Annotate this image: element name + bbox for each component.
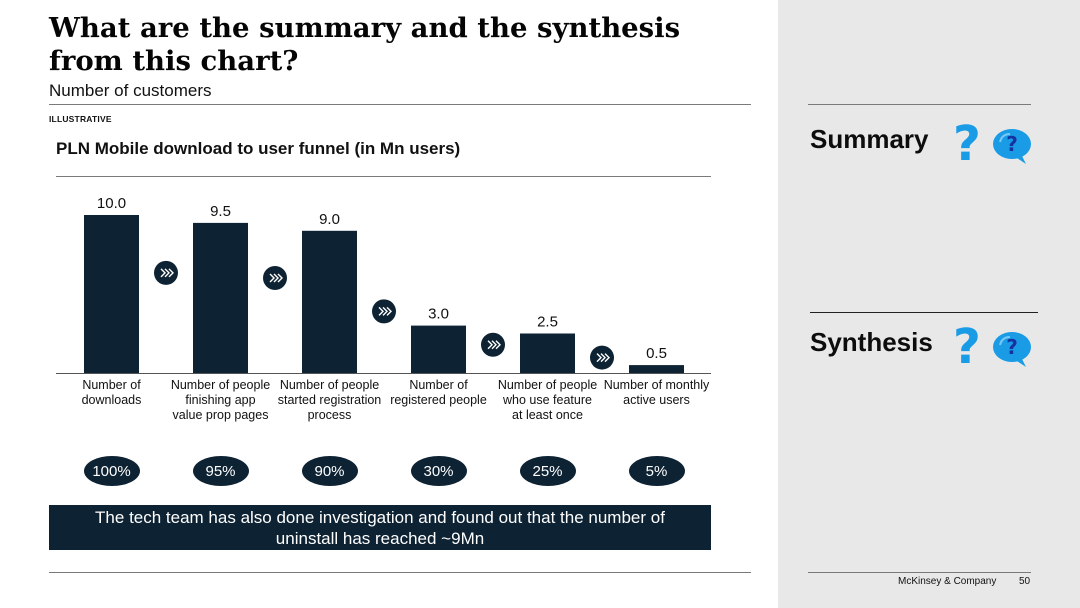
funnel-bar bbox=[84, 215, 139, 373]
funnel-bar bbox=[411, 325, 466, 373]
footer-brand: McKinsey & Company bbox=[898, 576, 997, 587]
category-label: Number of people started registration proc… bbox=[278, 378, 382, 422]
chevron-arrow-icon bbox=[590, 345, 614, 370]
question-mark-icon: ? bbox=[953, 116, 981, 172]
percentage-badge: 95% bbox=[192, 456, 249, 486]
category-label: Number of people finishing app value prop … bbox=[171, 378, 270, 422]
bar-value-label: 2.5 bbox=[537, 314, 558, 331]
svg-text:?: ? bbox=[1006, 132, 1018, 156]
chart-title: PLN Mobile download to user funnel (in M… bbox=[56, 139, 461, 158]
summary-divider bbox=[808, 104, 1031, 105]
synthesis-divider bbox=[810, 312, 1038, 313]
category-label: Number of downloads bbox=[82, 378, 142, 407]
category-label: Number of people who use feature at least … bbox=[498, 378, 597, 422]
percentage-badge: 100% bbox=[83, 456, 140, 486]
summary-label: Summary bbox=[810, 124, 929, 154]
funnel-bar bbox=[193, 222, 248, 373]
insight-note: The tech team has also done investigatio… bbox=[49, 505, 711, 550]
chevron-arrow-icon bbox=[263, 266, 287, 291]
percentage-badge: 90% bbox=[301, 456, 358, 486]
page-number: 50 bbox=[1019, 576, 1031, 587]
bottom-divider bbox=[49, 572, 751, 573]
chevron-arrow-icon bbox=[372, 299, 396, 324]
synthesis-label: Synthesis bbox=[810, 327, 933, 357]
percentage-badge: 5% bbox=[628, 456, 685, 486]
funnel-bar bbox=[629, 365, 684, 373]
bar-value-label: 9.0 bbox=[319, 211, 340, 228]
question-bubble-icon: ? bbox=[993, 332, 1031, 367]
percentage-badge: 25% bbox=[519, 456, 576, 486]
category-label: Number of registered people bbox=[390, 378, 487, 407]
illustrative-tag: ILLUSTRATIVE bbox=[49, 114, 112, 124]
bar-value-label: 9.5 bbox=[210, 203, 231, 220]
bar-value-label: 3.0 bbox=[428, 306, 449, 323]
right-panel bbox=[778, 0, 1080, 608]
chevron-arrow-icon bbox=[154, 260, 178, 285]
percentage-badge: 30% bbox=[410, 456, 467, 486]
footer-divider bbox=[808, 572, 1031, 573]
slide-subtitle: Number of customers bbox=[49, 81, 212, 100]
svg-text:?: ? bbox=[1006, 335, 1018, 359]
funnel-bar bbox=[520, 333, 575, 373]
bar-value-label: 0.5 bbox=[646, 345, 667, 362]
chevron-arrow-icon bbox=[481, 332, 505, 357]
chart-title-divider bbox=[56, 176, 711, 177]
category-label: Number of monthly active users bbox=[604, 378, 710, 407]
title-divider bbox=[49, 104, 751, 105]
question-mark-icon: ? bbox=[953, 319, 981, 375]
bar-value-label: 10.0 bbox=[97, 195, 126, 212]
slide-title: What are the summary and the synthesis f… bbox=[49, 12, 681, 77]
question-bubble-icon: ? bbox=[993, 129, 1031, 164]
funnel-bar bbox=[302, 230, 357, 373]
